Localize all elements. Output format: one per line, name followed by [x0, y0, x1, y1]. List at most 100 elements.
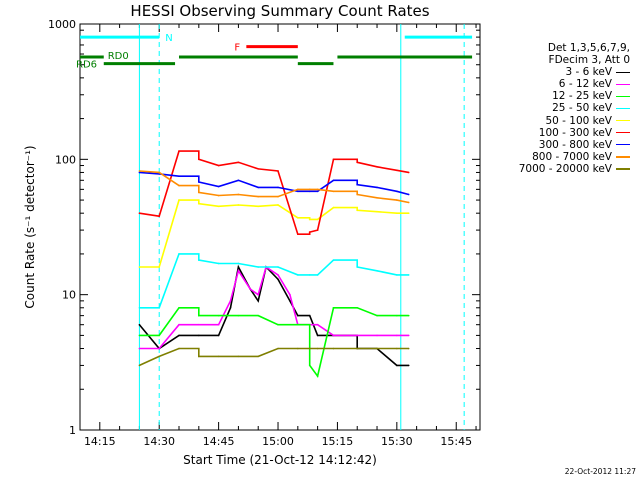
data-point	[158, 171, 161, 174]
data-point	[257, 293, 260, 296]
legend-item: 6 - 12 keV	[470, 78, 630, 90]
data-point	[396, 347, 398, 350]
data-point	[138, 364, 141, 367]
data-point	[249, 288, 252, 290]
data-point	[356, 183, 359, 186]
legend-swatch	[616, 83, 630, 86]
data-point	[316, 323, 319, 326]
data-point	[237, 262, 240, 265]
data-point	[297, 347, 299, 350]
legend: Det 1,3,5,6,7,9, FDecim 3, Att 0 3 - 6 k…	[470, 42, 630, 175]
data-point	[217, 262, 220, 265]
data-point	[257, 314, 260, 317]
data-point	[229, 300, 232, 302]
series-100-300kev	[138, 150, 410, 235]
data-point	[138, 323, 141, 326]
data-point	[277, 170, 279, 172]
legend-item: 25 - 50 keV	[470, 102, 630, 114]
data-point	[217, 314, 220, 317]
legend-swatch	[616, 119, 630, 122]
data-point	[178, 199, 180, 201]
data-point	[237, 204, 240, 206]
data-point	[178, 306, 180, 309]
data-point	[376, 186, 378, 189]
data-point	[316, 347, 319, 350]
data-point	[237, 179, 240, 182]
data-point	[217, 323, 220, 326]
x-tick-label: 14:45	[203, 435, 235, 448]
data-point	[198, 323, 200, 326]
y-tick-label: 10	[62, 289, 76, 302]
data-point	[237, 270, 240, 272]
x-tick-label: 14:30	[143, 435, 175, 448]
timestamp: 22-Oct-2012 11:27	[564, 467, 636, 476]
data-point	[178, 184, 180, 187]
data-point	[277, 195, 279, 198]
legend-item-label: 12 - 25 keV	[552, 90, 612, 103]
data-point	[198, 314, 200, 317]
series-line	[139, 265, 409, 350]
data-point	[277, 323, 279, 326]
data-point	[376, 270, 378, 272]
legend-item: 300 - 800 keV	[470, 139, 630, 151]
series-line	[139, 170, 409, 204]
data-point	[376, 196, 378, 199]
legend-swatch	[616, 168, 630, 170]
x-tick-label: 15:00	[262, 435, 294, 448]
legend-swatch	[616, 95, 630, 98]
data-point	[257, 266, 260, 268]
data-point	[308, 188, 311, 191]
data-point	[376, 334, 378, 337]
data-point	[396, 274, 398, 276]
data-point	[158, 355, 161, 358]
data-point	[356, 347, 359, 350]
legend-item-label: 7000 - 20000 keV	[518, 162, 612, 175]
data-point	[407, 193, 410, 196]
legend-item-label: 25 - 50 keV	[552, 102, 612, 115]
data-point	[356, 193, 359, 196]
x-tick-label: 15:30	[381, 435, 413, 448]
data-point	[198, 355, 200, 358]
data-point	[332, 179, 335, 182]
y-tick-label: 100	[55, 153, 76, 166]
data-point	[376, 314, 378, 317]
series-7000-20000kev	[138, 347, 410, 367]
data-point	[308, 314, 311, 317]
data-point	[237, 193, 240, 196]
series-line	[139, 150, 409, 235]
data-point	[178, 347, 180, 350]
data-point	[396, 364, 398, 367]
plot-frame	[79, 23, 481, 431]
data-point	[332, 306, 335, 309]
data-point	[138, 171, 141, 174]
data-point	[396, 334, 398, 337]
legend-header-line-2: FDecim 3, Att 0	[548, 54, 630, 67]
data-point	[332, 259, 335, 261]
data-point	[332, 206, 335, 209]
data-point	[158, 334, 161, 337]
data-point	[158, 266, 161, 268]
data-point	[138, 334, 141, 337]
series-800-7000kev	[138, 170, 410, 204]
data-point	[178, 334, 180, 337]
data-point	[277, 274, 279, 276]
data-point	[396, 199, 398, 201]
legend-item: 800 - 7000 keV	[470, 151, 630, 163]
data-point	[376, 210, 378, 213]
data-point	[407, 212, 410, 214]
data-point	[407, 347, 410, 350]
data-point	[237, 314, 240, 317]
data-point	[332, 347, 335, 350]
flag-label-n: N	[165, 33, 172, 44]
legend-swatch	[616, 156, 630, 158]
data-point	[316, 190, 319, 193]
legend-item-label: 800 - 7000 keV	[532, 150, 612, 163]
data-point	[217, 355, 220, 358]
flag-label-rd0: RD0	[108, 51, 129, 62]
data-point	[217, 334, 220, 337]
legend-item: 7000 - 20000 keV	[470, 163, 630, 175]
data-point	[332, 334, 335, 337]
series-50-100kev	[138, 199, 410, 268]
legend-item-label: 50 - 100 keV	[545, 114, 612, 127]
